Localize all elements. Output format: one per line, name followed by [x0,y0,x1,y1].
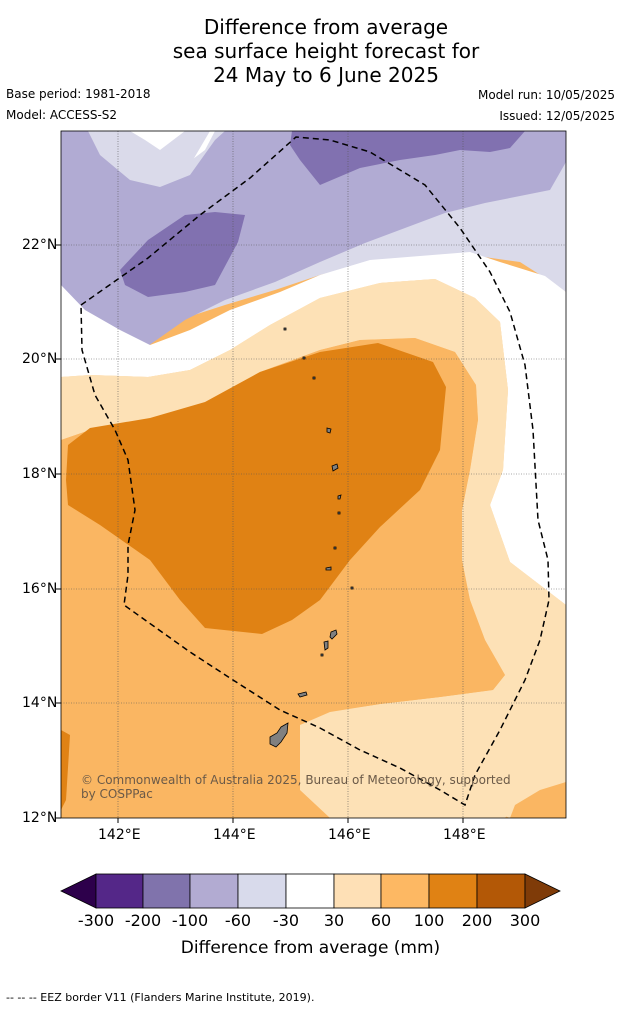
colorbar-swatch-4 [237,873,287,909]
island-saipan [329,629,338,640]
island-alamagan [337,511,341,515]
colorbar-swatch-1 [95,873,144,909]
lat-label-12n: 12°N [22,810,58,826]
contour-white-notch [95,131,210,180]
island-rota [297,691,308,698]
map-title: Difference from average sea surface heig… [0,15,621,87]
island-pagan [337,494,342,500]
island-north [302,356,306,360]
island-agrihan [331,463,339,472]
title-line-2: sea surface height forecast for [172,39,480,63]
contour-white-band [61,252,566,605]
issued-text: Issued: 12/05/2025 [499,109,615,123]
lat-label-18n: 18°N [22,466,58,482]
colorbar-swatch-7 [380,873,430,909]
lon-label-146e: 146°E [328,827,371,843]
lat-label-22n: 22°N [22,237,58,253]
contour-medium-orange-corner [510,782,566,818]
title-line-1: Difference from average [203,15,449,39]
island-asuncion [326,427,332,434]
colorbar-swatch-3 [189,873,239,909]
colorbar-swatch-2 [142,873,191,909]
island-anatahan [325,566,332,571]
lat-label-20n: 20°N [22,351,58,367]
island-maug [312,376,316,380]
axis-ticks [56,244,464,823]
contour-dark-purple-west [120,212,245,297]
island-uracas [283,327,287,331]
model-run-text: Model run: 10/05/2025 [477,88,615,102]
contour-light-orange-south [300,690,566,818]
colorbar-tick-label: 60 [370,911,392,930]
lat-label-16n: 16°N [22,581,58,597]
islands [269,327,354,748]
lon-label-144e: 144°E [213,827,256,843]
colorbar-tick-label: 30 [323,911,345,930]
eez-footnote: -- -- -- EEZ border V11 (Flanders Marine… [6,991,315,1004]
colorbar-tick-label: 200 [461,911,493,930]
colorbar [60,873,561,909]
forecast-map [56,130,567,823]
colorbar-tick-label: 100 [413,911,445,930]
contour-dark-orange [66,343,446,634]
colorbar-swatch-6 [333,873,382,909]
island-guam [269,722,289,748]
island-aguijan [320,653,324,657]
colorbar-tick-label: -60 [224,911,252,930]
lon-label-148e: 148°E [443,827,486,843]
colorbar-tick-label: -200 [124,911,162,930]
colorbar-tick-label: -300 [77,911,115,930]
contour-medium-purple [61,131,566,346]
island-tinian [323,640,329,651]
colorbar-swatch-9 [476,873,526,909]
lat-label-14n: 14°N [22,695,58,711]
colorbar-title: Difference from average (mm) [180,938,441,958]
colorbar-tick-label: 300 [509,911,541,930]
colorbar-tick-label: -30 [272,911,300,930]
island-sarigan [333,546,337,550]
contour-white-top-peak [130,131,185,150]
island-south [350,586,354,590]
colorbar-swatch-5 [285,873,335,909]
colorbar-swatch-8 [428,873,478,909]
contour-dark-purple-north [290,131,525,185]
lon-label-142e: 142°E [98,827,141,843]
model-text: Model: ACCESS-S2 [6,108,118,122]
base-period-text: Base period: 1981-2018 [6,87,151,101]
contour-dark-orange-edge [61,730,70,810]
colorbar-arrow-left [60,873,97,909]
copyright-text: © Commonwealth of Australia 2025, Bureau… [81,773,511,801]
title-line-3: 24 May to 6 June 2025 [213,63,439,87]
colorbar-tick-label: -100 [171,911,209,930]
colorbar-arrow-right [524,873,561,909]
gridlines [61,131,566,818]
